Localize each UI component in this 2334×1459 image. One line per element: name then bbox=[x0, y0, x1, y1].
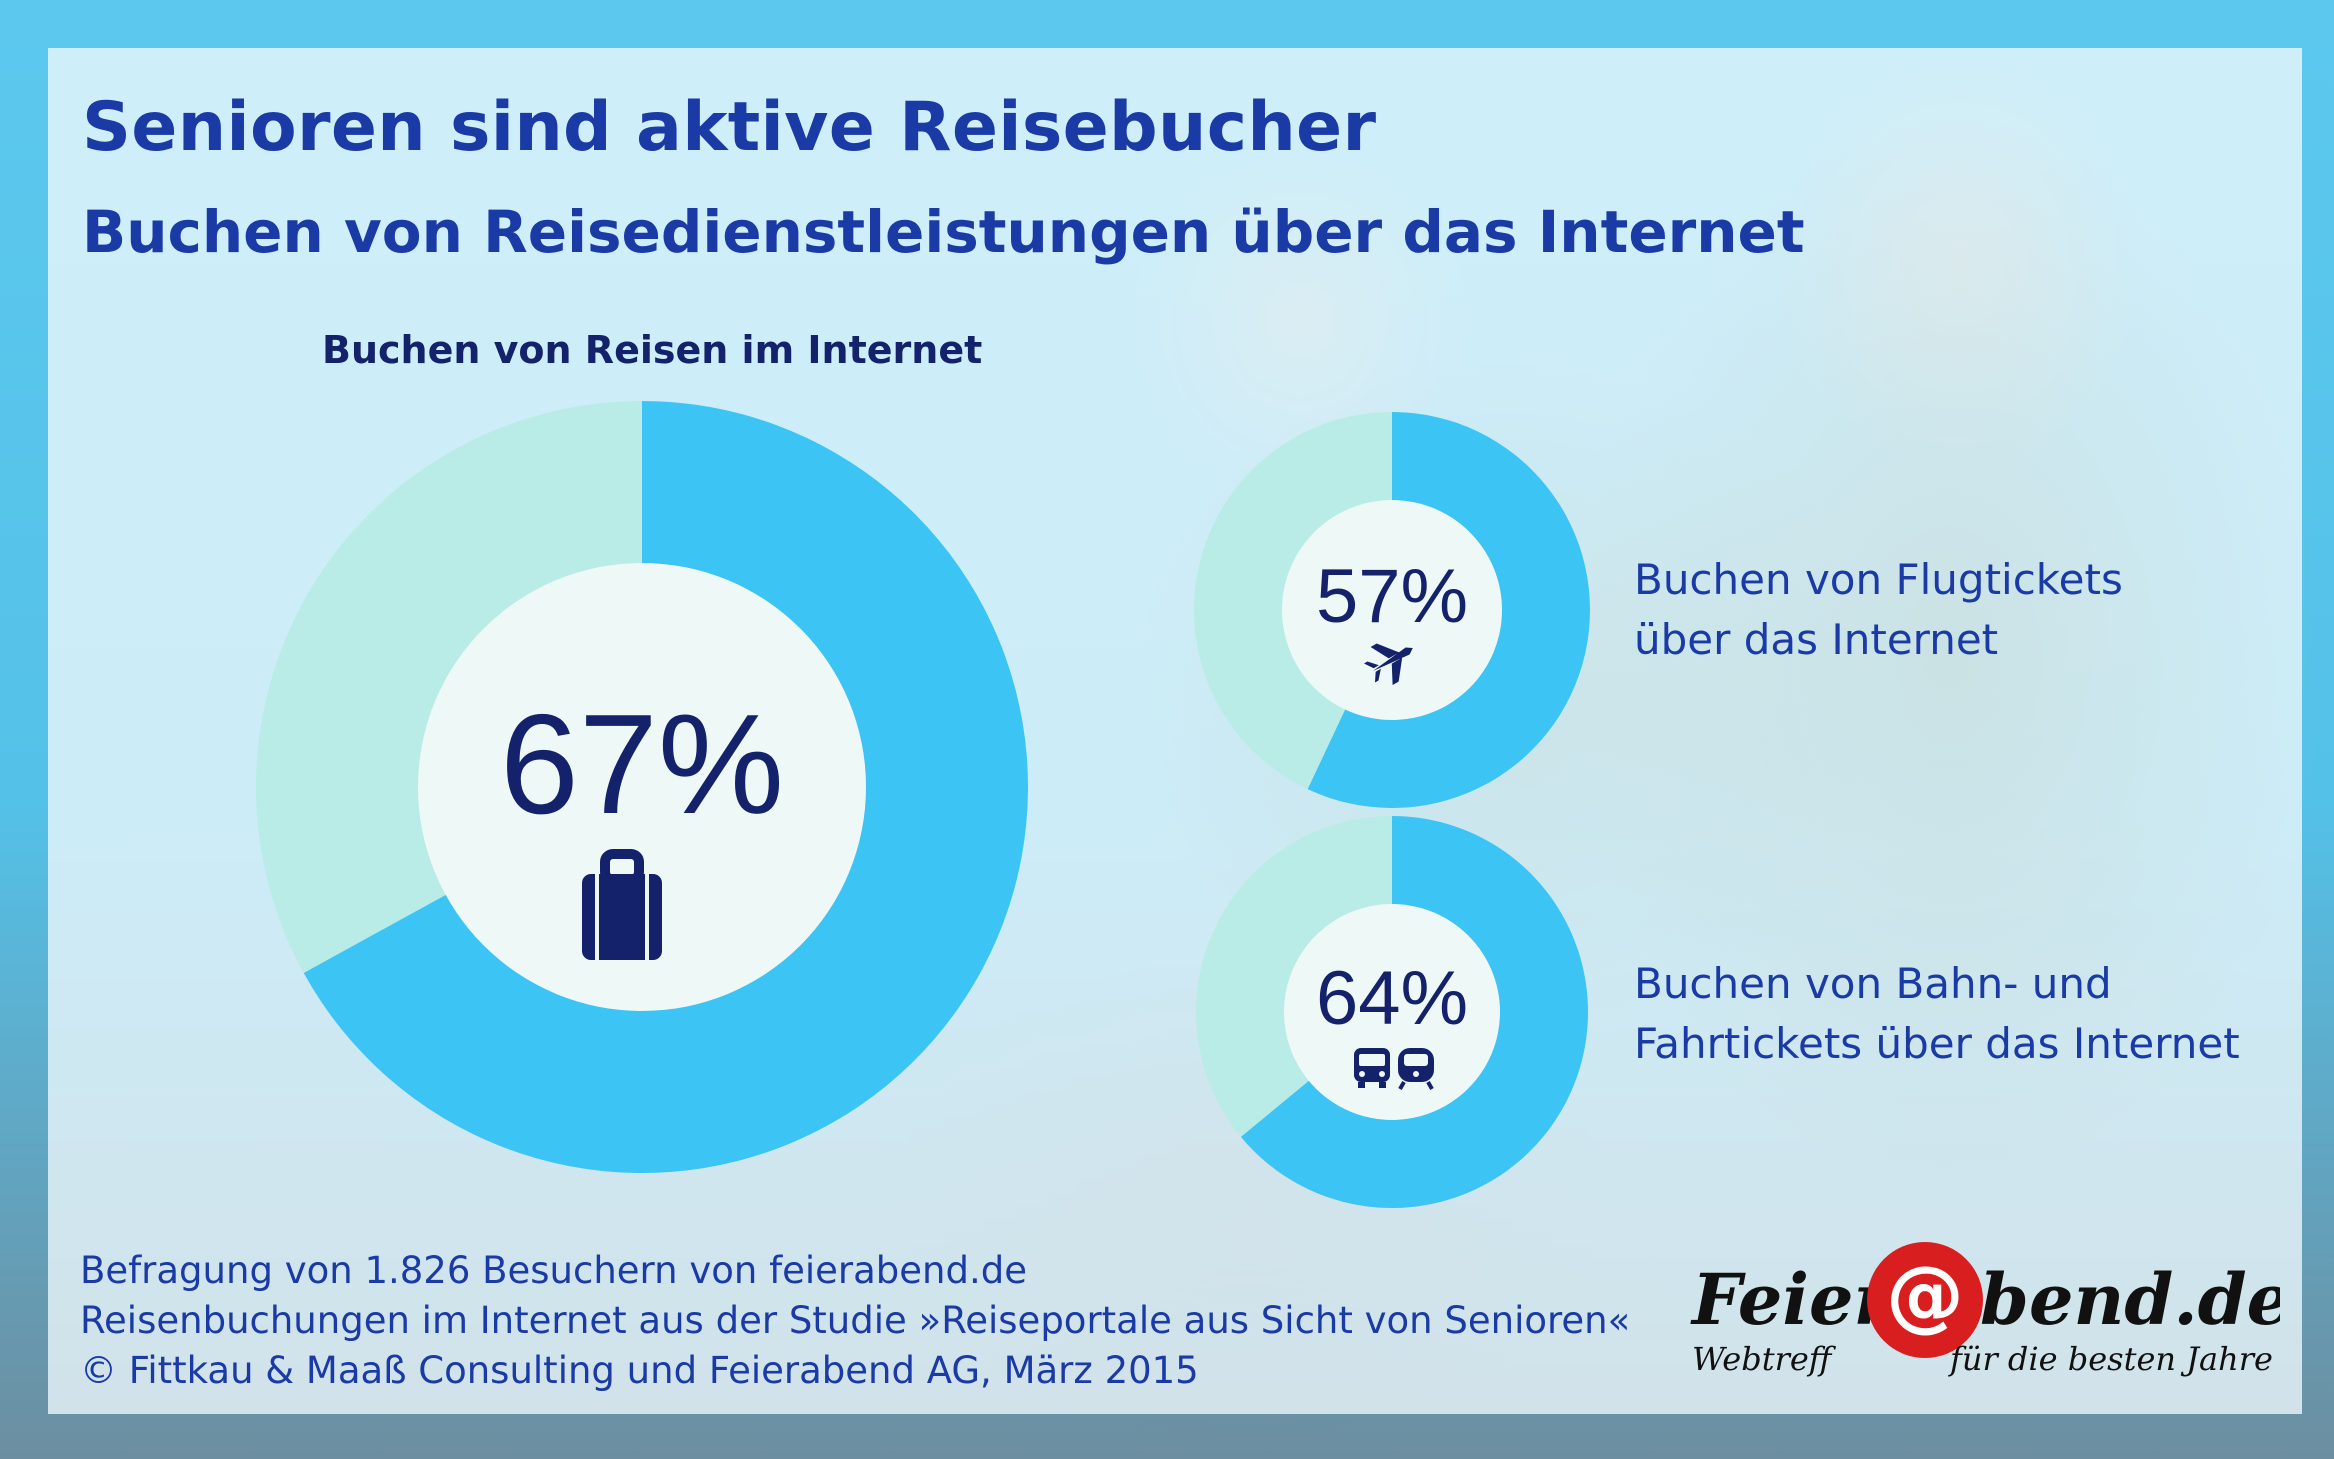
footer-line-3: © Fittkau & Maaß Consulting und Feierabe… bbox=[80, 1349, 1199, 1392]
donut-flight-percent: 57% bbox=[1316, 554, 1468, 639]
donut-rail-value-arc bbox=[1240, 816, 1588, 1208]
rail-chart-label: Buchen von Bahn- und Fahrtickets über da… bbox=[1634, 954, 2240, 1074]
logo-at-badge bbox=[1867, 1242, 1983, 1358]
logo-word-right: bend.de bbox=[1980, 1258, 2280, 1341]
donut-travel: 67% bbox=[256, 401, 1029, 1173]
donut-rail-percent: 64% bbox=[1316, 956, 1468, 1041]
bus-train-icon bbox=[1354, 1048, 1434, 1090]
airplane-icon bbox=[1363, 643, 1413, 686]
logo-word-left: Feier bbox=[1690, 1258, 1896, 1341]
donut-flight-value-arc bbox=[1307, 412, 1591, 809]
logo-at-sign: @ bbox=[1886, 1251, 1964, 1341]
feierabend-logo: Feier @ bend.de Webtreff für die besten … bbox=[1690, 1242, 2280, 1378]
footer-line-2: Reisenbuchungen im Internet aus der Stud… bbox=[80, 1299, 1631, 1342]
donut-travel-percent: 67% bbox=[500, 685, 784, 844]
rail-label-line-1: Buchen von Bahn- und bbox=[1634, 959, 2112, 1008]
content-panel bbox=[48, 48, 2328, 1414]
donut-flight-center bbox=[1282, 500, 1502, 720]
donut-flight: 57% bbox=[1194, 412, 1591, 809]
suitcase-icon bbox=[582, 849, 662, 960]
rail-label-line-2: Fahrtickets über das Internet bbox=[1634, 1019, 2240, 1068]
logo-tagline-left: Webtreff bbox=[1692, 1340, 1837, 1378]
flight-label-line-2: über das Internet bbox=[1634, 615, 1999, 664]
donut-travel-center bbox=[418, 563, 866, 1011]
flight-label-line-1: Buchen von Flugtickets bbox=[1634, 555, 2123, 604]
donut-rail: 64% bbox=[1196, 816, 1588, 1208]
footer-source: Befragung von 1.826 Besuchern von feiera… bbox=[80, 1246, 1630, 1396]
donut-travel-value-arc bbox=[303, 401, 1029, 1173]
footer-line-1: Befragung von 1.826 Besuchern von feiera… bbox=[80, 1249, 1027, 1292]
page-title: Senioren sind aktive Reisebucher bbox=[82, 88, 1377, 167]
page-subtitle: Buchen von Reisedienstleistungen über da… bbox=[82, 198, 1805, 266]
flight-chart-label: Buchen von Flugtickets über das Internet bbox=[1634, 550, 2123, 670]
donut-rail-center bbox=[1284, 904, 1500, 1120]
main-chart-heading: Buchen von Reisen im Internet bbox=[322, 328, 983, 372]
logo-tagline-right: für die besten Jahre bbox=[1948, 1340, 2273, 1378]
